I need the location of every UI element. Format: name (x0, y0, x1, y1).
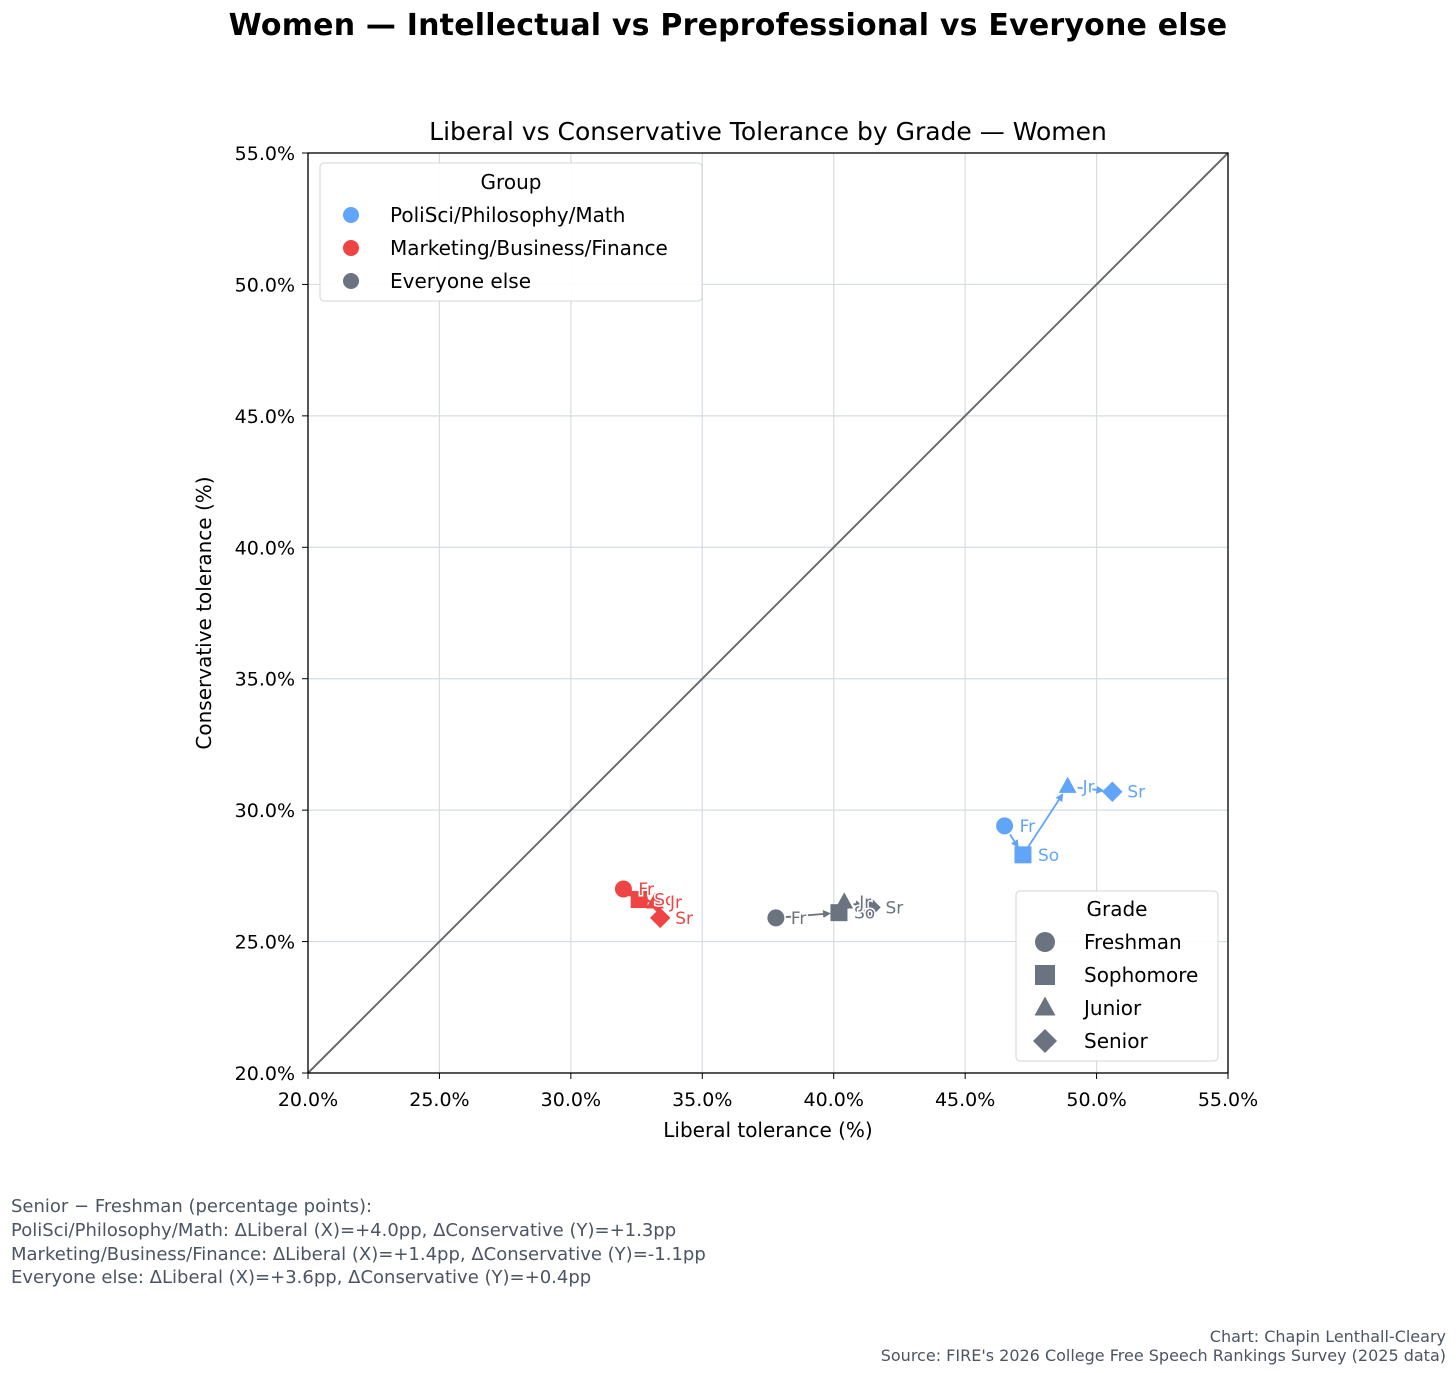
point-label: Sr (1127, 783, 1145, 803)
trajectory-arrow (1077, 785, 1105, 794)
y-tick-label: 55.0% (235, 143, 295, 165)
data-point (996, 817, 1014, 835)
trajectory-arrow (853, 900, 864, 909)
scatter-chart: Liberal vs Conservative Tolerance by Gra… (192, 117, 1258, 1142)
data-point (1102, 781, 1123, 802)
grade-legend-label: Senior (1084, 1029, 1148, 1053)
grade-legend-marker (1034, 996, 1056, 1016)
group-legend-label: Everyone else (390, 269, 531, 293)
group-legend: Group PoliSci/Philosophy/Math Marketing/B… (319, 162, 703, 302)
data-point (630, 891, 648, 909)
y-tick-label: 50.0% (235, 274, 295, 296)
chart-title: Liberal vs Conservative Tolerance by Gra… (429, 117, 1107, 146)
group-legend-label: Marketing/Business/Finance (390, 236, 668, 260)
x-axis-label: Liberal tolerance (%) (663, 1118, 872, 1142)
x-tick-label: 20.0% (278, 1089, 338, 1111)
x-tick-label: 40.0% (804, 1089, 864, 1111)
point-label: Jr (669, 893, 682, 913)
grade-legend-marker (1033, 1029, 1057, 1053)
chart-credit: Chart: Chapin Lenthall-Cleary Source: FI… (880, 1327, 1446, 1365)
grade-legend-label: Freshman (1084, 930, 1182, 954)
y-tick-label: 45.0% (235, 406, 295, 428)
summary-heading: Senior − Freshman (percentage points): (11, 1196, 373, 1217)
trajectory-arrow (785, 909, 831, 918)
data-point (835, 892, 854, 909)
x-tick-label: 45.0% (935, 1089, 995, 1111)
grade-legend-marker (1035, 965, 1055, 985)
group-legend-swatch (343, 207, 359, 223)
y-tick-label: 20.0% (235, 1063, 295, 1085)
x-tick-label: 35.0% (672, 1089, 732, 1111)
data-point (646, 892, 664, 909)
summary-line: Marketing/Business/Finance: ΔLiberal (X)… (11, 1243, 706, 1265)
point-label: Fr (1020, 817, 1036, 837)
point-label: So (854, 904, 875, 924)
trajectory-arrow (1027, 793, 1064, 847)
point-label: Sr (675, 909, 693, 929)
group-legend-title: Group (481, 170, 542, 194)
data-point (614, 880, 632, 898)
summary-line: Everyone else: ΔLiberal (X)=+3.6pp, ΔCon… (11, 1267, 592, 1289)
grade-legend-label: Junior (1082, 996, 1142, 1020)
point-label: Sr (886, 898, 904, 918)
summary-line: PoliSci/Philosophy/Math: ΔLiberal (X)=+4… (11, 1219, 677, 1241)
diagonal-reference-line (307, 152, 1229, 1074)
x-tick-label: 55.0% (1198, 1089, 1258, 1111)
point-label: Fr (791, 909, 807, 929)
delta-summary: Senior − Freshman (percentage points): Po… (11, 1195, 706, 1290)
plot-frame (307, 152, 1229, 1074)
y-axis-label: Conservative tolerance (%) (192, 476, 216, 749)
point-label: So (1038, 846, 1059, 866)
data-point (767, 909, 785, 927)
group-legend-label: PoliSci/Philosophy/Math (390, 203, 625, 227)
group-legend-swatch (343, 240, 359, 256)
credit-source: Source: FIRE's 2026 College Free Speech … (880, 1345, 1446, 1365)
point-label: Jr (1082, 777, 1095, 797)
grade-legend-title: Grade (1087, 897, 1148, 921)
point-label: Fr (638, 880, 654, 900)
grade-legend-label: Sophomore (1084, 963, 1198, 987)
credit-author: Chart: Chapin Lenthall-Cleary (1209, 1327, 1446, 1346)
y-tick-label: 25.0% (235, 932, 295, 954)
x-tick-label: 50.0% (1066, 1089, 1126, 1111)
figure-title: Women — Intellectual vs Preprofessional … (228, 8, 1228, 43)
data-point (650, 907, 671, 929)
trajectory-arrow (1009, 833, 1019, 849)
y-tick-label: 30.0% (235, 800, 295, 822)
data-point (1058, 776, 1077, 793)
grade-legend: Grade Freshman Sophomore Junior Senior (1015, 890, 1219, 1062)
data-point (860, 897, 881, 918)
y-tick-label: 35.0% (235, 669, 295, 691)
point-label: Jr (858, 893, 871, 913)
point-label: So (654, 891, 675, 911)
data-point (1014, 846, 1032, 864)
grade-legend-marker (1035, 932, 1055, 952)
x-tick-label: 30.0% (541, 1089, 601, 1111)
y-tick-label: 40.0% (235, 537, 295, 559)
group-legend-swatch (343, 273, 359, 289)
x-tick-label: 25.0% (409, 1089, 469, 1111)
